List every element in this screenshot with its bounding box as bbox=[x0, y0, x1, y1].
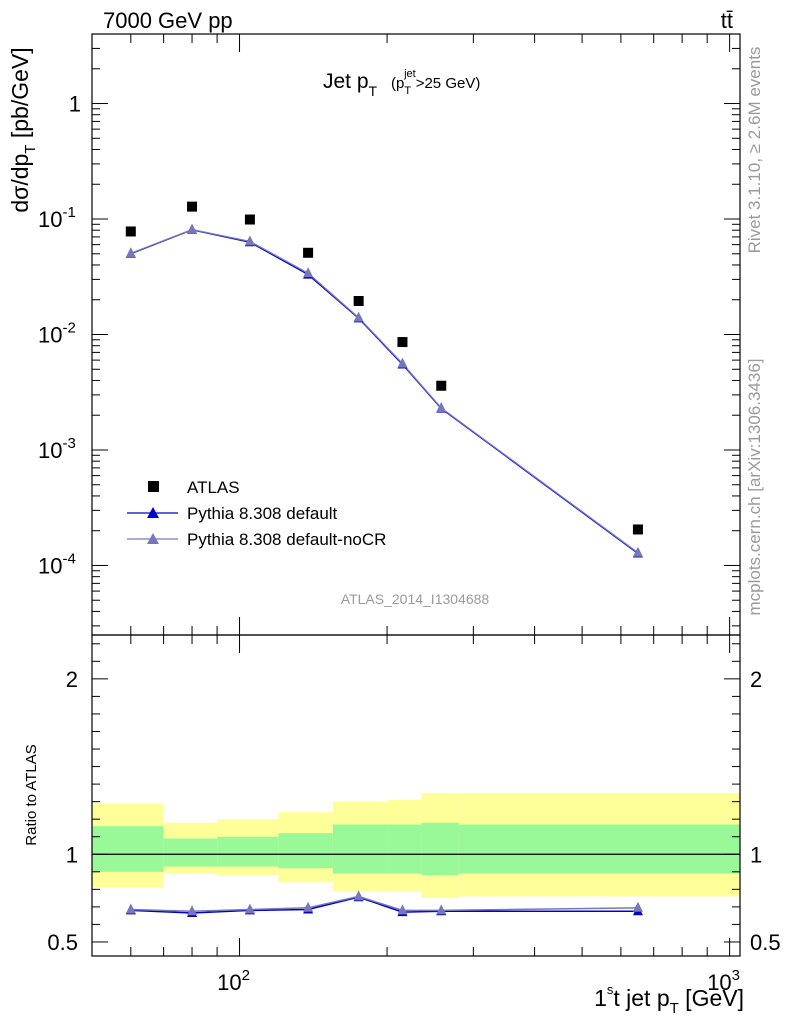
atlas-point bbox=[187, 201, 198, 212]
uncertainty-band-green bbox=[278, 833, 333, 869]
legend: ATLAS Pythia 8.308 default Pythia 8.308 de… bbox=[127, 478, 386, 549]
main-panel: 10-4 10-3 10-2 10-1 1 ATLAS_2014_I1304688 Je… bbox=[7, 33, 741, 636]
ratio-point-1 bbox=[632, 901, 643, 912]
atlas-point bbox=[632, 524, 643, 535]
ratio-y-label: Ratio to ATLAS bbox=[23, 744, 40, 845]
y-tick-label: 10-2 bbox=[38, 320, 76, 348]
mc-point-2 bbox=[125, 247, 136, 258]
mc-point-2 bbox=[244, 235, 255, 246]
y-tick-label: 1 bbox=[69, 92, 81, 117]
y-tick-label: 10-3 bbox=[38, 435, 76, 463]
uncertainty-band-green bbox=[421, 822, 459, 876]
uncertainty-band-green bbox=[92, 826, 164, 872]
ratio-point-1 bbox=[436, 904, 447, 915]
atlas-point bbox=[244, 214, 255, 225]
ratio-tick-label-right: 1 bbox=[750, 842, 762, 867]
ratio-point-1 bbox=[303, 901, 314, 912]
analysis-watermark: ATLAS_2014_I1304688 bbox=[341, 591, 490, 607]
ratio-point-1 bbox=[397, 904, 408, 915]
process-label: tt̄ bbox=[721, 8, 733, 33]
main-axis-ticks: 10-4 10-3 10-2 10-1 1 bbox=[38, 33, 740, 635]
ratio-tick-label-left: 1 bbox=[66, 842, 78, 867]
ratio-tick-label-left: 2 bbox=[66, 667, 78, 692]
svg-text:dσ/dpT [pb/GeV]: dσ/dpT [pb/GeV] bbox=[7, 47, 39, 212]
y-tick-label: 10-1 bbox=[38, 204, 76, 232]
uncertainty-band-green bbox=[387, 824, 422, 874]
legend-marker bbox=[148, 481, 159, 492]
ratio-frame bbox=[91, 634, 741, 957]
y-tick-label: 10-4 bbox=[38, 550, 76, 578]
legend-label: Pythia 8.308 default bbox=[187, 504, 338, 523]
ratio-tick-label-right: 0.5 bbox=[750, 930, 781, 955]
mc-point-2 bbox=[436, 401, 447, 412]
legend-marker bbox=[147, 533, 159, 544]
ratio-point-1 bbox=[125, 903, 136, 914]
main-title: Jet pT (pTjet>25 GeV) bbox=[323, 68, 480, 99]
title-main: Jet pT bbox=[323, 70, 378, 99]
ratio-line-1 bbox=[130, 895, 638, 913]
mc-point-2 bbox=[187, 223, 198, 234]
rivet-label: Rivet 3.1.10, ≥ 2.6M events bbox=[745, 47, 764, 254]
legend-label: Pythia 8.308 default-noCR bbox=[187, 530, 386, 549]
x-tick-label: 102 bbox=[217, 967, 250, 995]
mc-point-2 bbox=[632, 546, 643, 557]
series-line-2 bbox=[130, 228, 639, 554]
mc-point-2 bbox=[303, 267, 314, 278]
energy-label: 7000 GeV pp bbox=[103, 8, 233, 33]
atlas-point bbox=[436, 380, 447, 391]
atlas-point bbox=[125, 226, 136, 237]
atlas-point bbox=[397, 337, 408, 348]
ratio-point-1 bbox=[353, 890, 364, 901]
svg-text:1st jet pT [GeV]: 1st jet pT [GeV] bbox=[594, 982, 744, 1017]
ratio-line-0 bbox=[130, 896, 638, 914]
uncertainty-band-green bbox=[332, 824, 388, 874]
uncertainty-band-green bbox=[458, 824, 740, 874]
ratio-point-1 bbox=[244, 903, 255, 914]
ratio-tick-label-right: 2 bbox=[750, 667, 762, 692]
legend-marker bbox=[147, 507, 159, 518]
mc-point-2 bbox=[353, 311, 364, 322]
uncertainty-band-green bbox=[163, 838, 218, 867]
title-cut: (pTjet>25 GeV) bbox=[391, 68, 480, 97]
x-axis-label: 1st jet pT [GeV] bbox=[594, 982, 744, 1017]
y-axis-label-main: dσ/dpT [pb/GeV] bbox=[7, 47, 39, 212]
mcplots-label: mcplots.cern.ch [arXiv:1306.3436] bbox=[745, 358, 764, 615]
atlas-point bbox=[353, 296, 364, 307]
ratio-tick-label-left: 0.5 bbox=[47, 930, 78, 955]
mc-point-2 bbox=[397, 357, 408, 368]
atlas-point bbox=[303, 247, 314, 258]
legend-label: ATLAS bbox=[187, 478, 240, 497]
uncertainty-band-green bbox=[217, 836, 279, 867]
ratio-point-1 bbox=[187, 905, 198, 916]
